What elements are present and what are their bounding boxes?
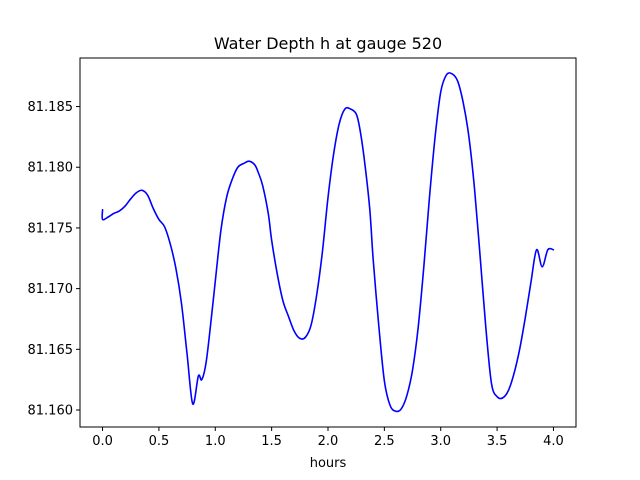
x-tick-label: 2.5 — [374, 434, 395, 449]
y-tick-label: 81.170 — [28, 282, 74, 297]
x-tick-label: 0.0 — [92, 434, 113, 449]
plot-area — [79, 57, 577, 428]
y-tick-label: 81.160 — [28, 404, 74, 419]
series-line — [101, 72, 555, 413]
x-tick-label: 1.5 — [261, 434, 282, 449]
y-tick-label: 81.175 — [28, 221, 74, 236]
x-axis-ticks: 0.0 0.5 1.0 1.5 2.0 2.5 3.0 3.5 4.0 — [92, 427, 564, 449]
x-axis-label: hours — [310, 456, 347, 471]
x-tick-label: 3.0 — [430, 434, 451, 449]
x-tick-label: 4.0 — [543, 434, 564, 449]
x-tick-label: 3.5 — [487, 434, 508, 449]
y-tick-label: 81.165 — [28, 343, 74, 358]
x-tick-label: 0.5 — [149, 434, 170, 449]
y-axis-ticks: 81.160 81.165 81.170 81.175 81.180 81.185 — [28, 100, 80, 419]
x-tick-label: 1.0 — [205, 434, 226, 449]
y-tick-label: 81.185 — [28, 100, 74, 115]
series-layer — [101, 72, 555, 413]
x-tick-label: 2.0 — [318, 434, 339, 449]
chart-title: Water Depth h at gauge 520 — [214, 34, 442, 53]
y-tick-label: 81.180 — [28, 161, 74, 176]
